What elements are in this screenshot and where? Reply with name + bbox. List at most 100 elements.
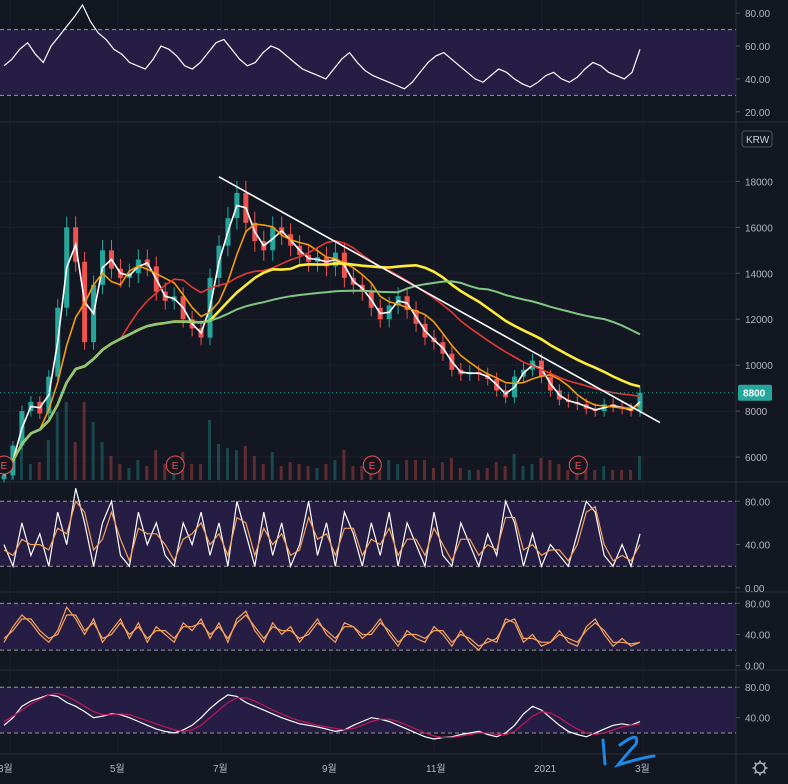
stochastic-1-band	[0, 501, 736, 567]
volume-bar	[270, 452, 274, 480]
volume-bar	[405, 460, 409, 480]
volume-bar	[315, 468, 319, 480]
volume-bar	[234, 450, 238, 480]
volume-bar	[458, 468, 462, 480]
time-tick-label: 11월	[426, 763, 446, 775]
volume-bar	[539, 458, 543, 480]
volume-bar	[46, 440, 50, 480]
moving-average-20	[3, 223, 641, 476]
volume-bar	[360, 466, 364, 480]
volume-bar	[297, 464, 301, 480]
time-tick-label: 9월	[322, 763, 337, 775]
volume-bar	[611, 470, 615, 480]
price-tick-label: 6000	[745, 453, 768, 464]
volume-bar	[440, 462, 444, 480]
rsi-tick-label: 40.00	[745, 75, 770, 86]
earnings-marker	[568, 455, 588, 475]
stochastic-2-tick-label: 0.00	[745, 662, 765, 673]
time-tick-label: 2021	[534, 764, 557, 775]
gear-icon-tooth	[754, 762, 758, 766]
volume-bar	[467, 470, 471, 480]
volume-bar	[485, 468, 489, 480]
gear-icon[interactable]	[752, 760, 768, 776]
volume-bar	[503, 466, 507, 480]
time-axis: 3월 5월 7월 9월 11월 2021 3월	[0, 763, 650, 775]
gear-icon-tooth	[754, 770, 758, 774]
stochastic-2-tick-label: 40.00	[745, 631, 770, 642]
volume-bar	[64, 402, 68, 480]
rsi-line-0	[3, 3, 641, 90]
volume-bar	[91, 422, 95, 480]
gear-icon-tooth	[762, 762, 766, 766]
time-tick-label: 7월	[213, 763, 228, 775]
panels	[0, 3, 736, 740]
volume-bar	[288, 462, 292, 480]
volume-bar	[261, 464, 265, 480]
volume-bar	[593, 470, 597, 480]
macd-tick-label: 80.00	[745, 683, 770, 694]
price-tick-label: 14000	[745, 269, 773, 280]
volume-bar	[163, 464, 167, 480]
earnings-marker	[165, 455, 185, 475]
volume-bar	[82, 402, 86, 480]
rsi-tick-label: 80.00	[745, 9, 770, 20]
stochastic-1-tick-label: 0.00	[745, 584, 765, 595]
volume-bar	[306, 466, 310, 480]
earnings-marker-label: E	[575, 461, 582, 472]
volume-bar	[557, 464, 561, 480]
volume-bar	[19, 442, 23, 480]
volume-bar	[109, 456, 113, 480]
volume-bar	[216, 444, 220, 480]
gear-icon-tooth	[762, 770, 766, 774]
volume-bar	[279, 466, 283, 480]
stochastic-1-line-0	[3, 488, 641, 569]
stochastic-1-line-1	[3, 500, 641, 563]
volume-bar	[333, 460, 337, 480]
price-tick-label: 10000	[745, 361, 773, 372]
time-tick-label: 3월	[0, 763, 13, 775]
volume-bar	[145, 466, 149, 480]
earnings-marker-label: E	[369, 461, 376, 472]
volume-bar	[118, 464, 122, 480]
currency-tag	[741, 130, 773, 148]
price-tick-label: 16000	[745, 223, 773, 234]
volume-bar	[190, 464, 194, 480]
volume-bar	[584, 468, 588, 480]
volume-bar	[548, 460, 552, 480]
volume-bar	[494, 462, 498, 480]
last-price-tag	[738, 384, 772, 401]
earnings-marker	[0, 455, 14, 475]
stochastic-2-line-1	[3, 614, 641, 647]
volume-bar	[225, 448, 229, 480]
candle-body	[1, 475, 7, 479]
macd-tick-label: 40.00	[745, 714, 770, 725]
volume-bar	[73, 442, 77, 480]
volume-bar	[423, 460, 427, 480]
volume-bar	[208, 420, 212, 480]
volume-bar	[243, 446, 247, 480]
volume-bar	[100, 442, 104, 480]
price-axis: 80.00 60.00 40.00 20.00 18000 16000 14000 12000…	[736, 9, 773, 725]
volume-bar	[521, 466, 525, 480]
time-tick-label: 3월	[635, 763, 650, 775]
volume-bar	[351, 466, 355, 480]
volume-bar	[602, 466, 606, 480]
moving-average-240	[3, 280, 641, 476]
volume-bar	[378, 462, 382, 480]
currency-label: KRW	[746, 135, 770, 146]
handwritten-annotation	[601, 735, 656, 768]
volume-bar	[154, 450, 158, 480]
volume-bar	[136, 460, 140, 480]
volume-bar	[37, 462, 41, 480]
earnings-marker	[362, 455, 382, 475]
volume-bar	[431, 468, 435, 480]
volume-bar	[55, 412, 59, 480]
volume-bar	[575, 470, 579, 480]
price-tick-label: 12000	[745, 315, 773, 326]
time-tick-label: 5월	[110, 763, 125, 775]
stochastic-1-tick-label: 80.00	[745, 497, 770, 508]
volume-bar	[566, 470, 570, 480]
volume-bar	[324, 464, 328, 480]
